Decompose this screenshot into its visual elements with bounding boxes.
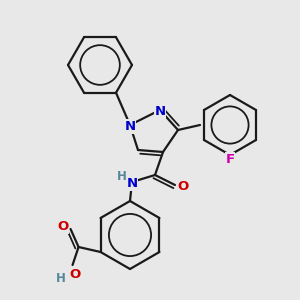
Text: H: H [56,272,65,285]
Text: H: H [117,170,127,183]
Text: O: O [69,268,80,281]
Text: N: N [126,177,138,190]
Text: O: O [177,180,189,193]
Text: N: N [124,120,136,133]
Text: N: N [154,105,166,118]
Text: O: O [57,220,68,233]
Text: F: F [225,153,235,166]
